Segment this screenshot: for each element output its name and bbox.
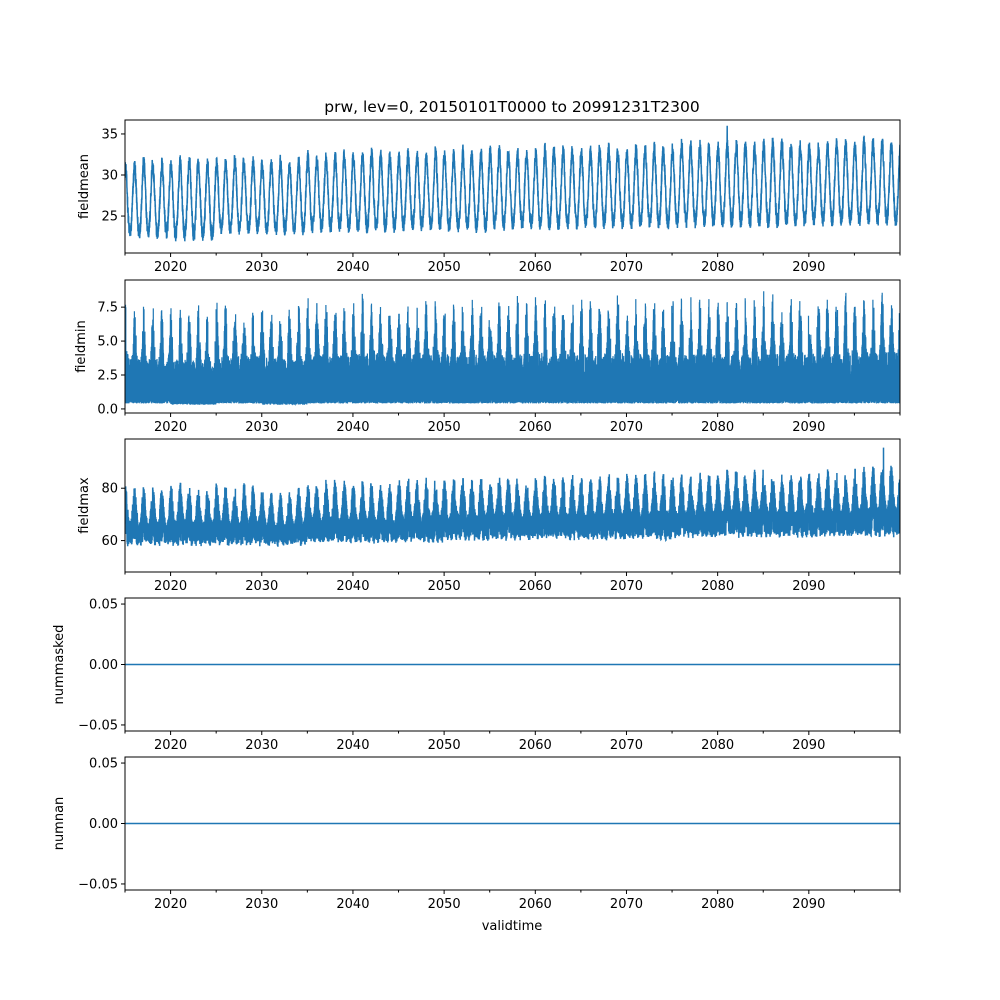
y-tick-label: 7.5 — [97, 301, 118, 316]
axes-frame — [124, 279, 901, 414]
x-tick-label: 2070 — [610, 897, 643, 912]
x-tick-label: 2080 — [701, 260, 734, 275]
y-axis-label: nummasked — [52, 625, 67, 705]
x-tick-label: 2030 — [245, 420, 278, 435]
series-line-fieldmin — [125, 291, 900, 406]
x-tick-label: 2020 — [154, 260, 187, 275]
panel-nummasked: −0.05 0.00 0.05 nummasked 2020 2030 2040 2050 20… — [52, 597, 901, 753]
y-tick-label: 30 — [101, 169, 118, 184]
x-tick-label: 2030 — [245, 260, 278, 275]
x-tick-label: 2020 — [154, 420, 187, 435]
y-tick-label: −0.05 — [78, 718, 118, 733]
x-tick-label: 2050 — [428, 738, 461, 753]
x-tick-label: 2030 — [245, 897, 278, 912]
series-line-fieldmean — [125, 125, 900, 242]
x-tick-label: 2070 — [610, 579, 643, 594]
chart-title: prw, lev=0, 20150101T0000 to 20991231T23… — [324, 98, 700, 116]
x-tick-label: 2080 — [701, 420, 734, 435]
x-tick-label: 2080 — [701, 579, 734, 594]
x-tick-label: 2020 — [154, 738, 187, 753]
x-tick-label: 2090 — [792, 420, 825, 435]
y-tick-label: 0.0 — [97, 402, 118, 417]
x-tick-label: 2090 — [792, 897, 825, 912]
panel-fieldmax: 60 80 fieldmax 2020 2030 2040 2050 2060 2070 2080… — [77, 438, 901, 594]
x-tick-label: 2020 — [154, 897, 187, 912]
x-tick-label: 2020 — [154, 579, 187, 594]
y-tick-label: 25 — [101, 210, 118, 225]
x-tick-label: 2080 — [701, 738, 734, 753]
x-tick-label: 2050 — [428, 420, 461, 435]
x-tick-label: 2090 — [792, 738, 825, 753]
x-tick-label: 2060 — [519, 260, 552, 275]
y-tick-label: 0.05 — [89, 757, 118, 772]
series-line-fieldmax — [125, 447, 900, 547]
x-tick-label: 2060 — [519, 738, 552, 753]
y-tick-label: 0.00 — [89, 658, 118, 673]
x-tick-label: 2050 — [428, 579, 461, 594]
x-tick-label: 2030 — [245, 738, 278, 753]
x-tick-label: 2090 — [792, 260, 825, 275]
y-tick-label: 60 — [101, 534, 118, 549]
x-tick-label: 2050 — [428, 260, 461, 275]
x-tick-label: 2070 — [610, 420, 643, 435]
y-tick-label: 35 — [101, 127, 118, 142]
y-tick-label: 5.0 — [97, 335, 118, 350]
x-tick-label: 2040 — [336, 260, 369, 275]
y-tick-label: 80 — [101, 482, 118, 497]
y-axis-label: fieldmin — [74, 320, 89, 373]
x-tick-label: 2060 — [519, 579, 552, 594]
x-tick-label: 2040 — [336, 897, 369, 912]
x-tick-label: 2090 — [792, 579, 825, 594]
axes-frame — [124, 438, 901, 573]
x-tick-label: 2060 — [519, 897, 552, 912]
x-tick-label: 2040 — [336, 420, 369, 435]
x-tick-label: 2040 — [336, 579, 369, 594]
x-axis-label: validtime — [482, 919, 543, 934]
x-tick-label: 2060 — [519, 420, 552, 435]
x-tick-label: 2050 — [428, 897, 461, 912]
x-tick-label: 2030 — [245, 579, 278, 594]
y-axis-label: fieldmean — [77, 154, 92, 219]
y-axis-label: fieldmax — [77, 477, 92, 534]
y-tick-label: 2.5 — [97, 369, 118, 384]
x-tick-label: 2080 — [701, 897, 734, 912]
y-tick-label: 0.05 — [89, 598, 118, 613]
axes-frame — [124, 119, 901, 254]
y-axis-label: numnan — [52, 797, 67, 851]
y-tick-label: 0.00 — [89, 817, 118, 832]
panel-fieldmin: 0.0 2.5 5.0 7.5 fieldmin 2020 2030 2040 2050 2060… — [74, 279, 901, 435]
panel-numnan: −0.05 0.00 0.05 numnan 2020 2030 2040 2050 2060 2… — [52, 756, 901, 912]
panel-fieldmean: 25 30 35 fieldmean 2020 2030 2040 2050 2060 2070 2… — [77, 119, 901, 275]
y-tick-label: −0.05 — [78, 877, 118, 892]
x-tick-label: 2070 — [610, 260, 643, 275]
x-tick-label: 2040 — [336, 738, 369, 753]
x-tick-label: 2070 — [610, 738, 643, 753]
